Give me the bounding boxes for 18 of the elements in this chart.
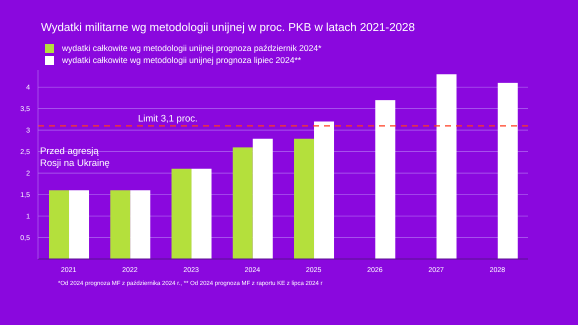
bar [49,190,70,259]
bar [375,100,396,259]
bar [498,82,518,259]
bar [436,74,457,259]
bar [192,168,212,259]
bar [172,168,192,259]
bar [130,190,150,259]
chart-title: Wydatki militarne wg metodologii unijnej w proc. PKB w latach 2021-2028 [41,22,415,34]
legend-label: wydatki całkowite wg metodologii unijnej prognoza październik 2024* [62,43,322,53]
bar [69,190,90,259]
ref-line-label: Limit 3,1 proc. [138,114,198,125]
bar [314,122,334,259]
bar [252,138,273,259]
bar [294,138,314,259]
annotation: Przed agresją Rosji na Ukrainę [40,146,111,170]
bar [110,190,130,259]
bar [232,147,253,259]
legend-label: wydatki całkowite wg metodologii unijnej prognoza lipiec 2024** [62,55,302,65]
